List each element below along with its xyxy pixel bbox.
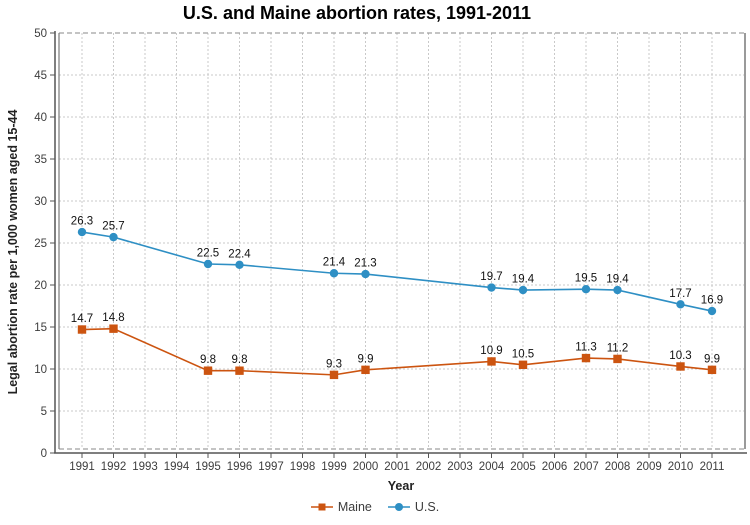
svg-text:9.8: 9.8 bbox=[200, 354, 216, 366]
svg-text:21.3: 21.3 bbox=[354, 258, 376, 270]
svg-text:1997: 1997 bbox=[258, 461, 284, 473]
us-circle-marker-icon bbox=[387, 502, 410, 512]
svg-text:14.8: 14.8 bbox=[102, 312, 124, 324]
svg-text:22.5: 22.5 bbox=[197, 248, 219, 260]
svg-text:1991: 1991 bbox=[69, 461, 95, 473]
chart-title: U.S. and Maine abortion rates, 1991-2011 bbox=[182, 3, 532, 23]
x-axis-title: Year bbox=[387, 479, 415, 493]
legend-label-us: U.S. bbox=[414, 500, 440, 514]
svg-text:10.9: 10.9 bbox=[480, 345, 502, 357]
svg-text:26.3: 26.3 bbox=[71, 216, 93, 228]
svg-text:11.2: 11.2 bbox=[607, 342, 629, 354]
svg-text:17.7: 17.7 bbox=[669, 288, 691, 300]
svg-text:2010: 2010 bbox=[668, 461, 694, 473]
svg-text:30: 30 bbox=[34, 196, 47, 208]
x-axis-ticks: 1991 1992 1993 1994 1995 1996 1997 1998 1999 2000… bbox=[69, 453, 724, 473]
svg-text:10.5: 10.5 bbox=[512, 348, 534, 360]
svg-text:10: 10 bbox=[34, 364, 47, 376]
svg-text:0: 0 bbox=[41, 448, 47, 460]
svg-text:21.4: 21.4 bbox=[323, 257, 346, 269]
svg-text:2000: 2000 bbox=[353, 461, 379, 473]
svg-text:2009: 2009 bbox=[636, 461, 662, 473]
svg-text:50: 50 bbox=[34, 28, 47, 40]
svg-text:2003: 2003 bbox=[447, 461, 473, 473]
svg-text:25: 25 bbox=[34, 238, 47, 250]
svg-text:9.3: 9.3 bbox=[326, 358, 342, 370]
svg-text:19.5: 19.5 bbox=[575, 273, 597, 285]
svg-text:1996: 1996 bbox=[227, 461, 253, 473]
legend: Maine U.S. bbox=[0, 500, 750, 514]
svg-text:1995: 1995 bbox=[195, 461, 221, 473]
svg-text:14.7: 14.7 bbox=[71, 313, 93, 325]
svg-text:35: 35 bbox=[34, 154, 47, 166]
svg-text:40: 40 bbox=[34, 112, 47, 124]
svg-text:45: 45 bbox=[34, 70, 47, 82]
svg-text:1999: 1999 bbox=[321, 461, 347, 473]
y-axis-ticks: 0 5 10 15 20 25 30 35 40 45 50 bbox=[34, 28, 55, 460]
svg-text:2011: 2011 bbox=[700, 461, 725, 473]
plot-frame bbox=[58, 32, 746, 450]
svg-text:10.3: 10.3 bbox=[669, 350, 691, 362]
maine-square-marker-icon bbox=[310, 502, 333, 512]
legend-item-maine: Maine bbox=[310, 500, 372, 514]
series-us: 26.3 25.7 22.5 22.4 21.4 21.3 19.7 19.4 19.5 19.4… bbox=[71, 216, 723, 316]
svg-text:1992: 1992 bbox=[101, 461, 127, 473]
legend-label-maine: Maine bbox=[337, 500, 372, 514]
svg-text:1993: 1993 bbox=[132, 461, 158, 473]
series-maine: 14.7 14.8 9.8 9.8 9.3 9.9 10.9 10.5 11.3 11.2 10.3… bbox=[71, 312, 720, 380]
legend-item-us: U.S. bbox=[387, 500, 440, 514]
svg-text:11.3: 11.3 bbox=[575, 342, 597, 354]
svg-text:5: 5 bbox=[41, 406, 47, 418]
svg-text:15: 15 bbox=[34, 322, 47, 334]
svg-text:2006: 2006 bbox=[542, 461, 568, 473]
svg-text:2002: 2002 bbox=[416, 461, 442, 473]
svg-text:25.7: 25.7 bbox=[102, 221, 124, 233]
svg-text:19.4: 19.4 bbox=[606, 274, 629, 286]
y-axis-title: Legal abortion rate per 1,000 women aged… bbox=[6, 109, 20, 395]
svg-text:19.7: 19.7 bbox=[480, 271, 502, 283]
svg-text:22.4: 22.4 bbox=[228, 248, 251, 260]
svg-text:1998: 1998 bbox=[290, 461, 316, 473]
svg-text:1994: 1994 bbox=[164, 461, 190, 473]
svg-text:19.4: 19.4 bbox=[512, 274, 535, 286]
svg-text:9.9: 9.9 bbox=[358, 353, 374, 365]
svg-text:20: 20 bbox=[34, 280, 47, 292]
gridlines bbox=[59, 33, 745, 449]
svg-text:2004: 2004 bbox=[479, 461, 505, 473]
svg-text:2008: 2008 bbox=[605, 461, 631, 473]
svg-text:9.8: 9.8 bbox=[232, 354, 248, 366]
axes bbox=[54, 31, 747, 454]
svg-text:16.9: 16.9 bbox=[701, 295, 723, 307]
svg-text:9.9: 9.9 bbox=[704, 353, 720, 365]
svg-text:2007: 2007 bbox=[573, 461, 599, 473]
svg-text:2005: 2005 bbox=[510, 461, 536, 473]
svg-text:2001: 2001 bbox=[384, 461, 410, 473]
